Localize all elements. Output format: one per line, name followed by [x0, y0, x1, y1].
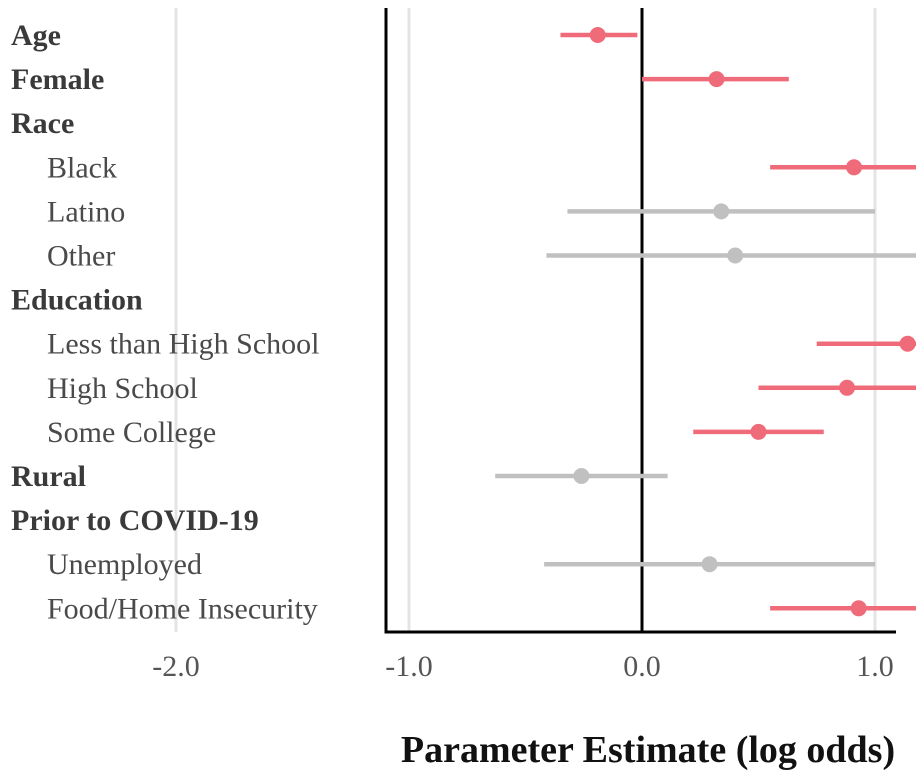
point-estimate	[899, 335, 916, 352]
point-estimate	[701, 556, 718, 573]
x-tick-label: 1.0	[856, 650, 894, 683]
row-label: Unemployed	[47, 548, 202, 581]
axes	[384, 8, 896, 634]
x-tick-label: 0.0	[623, 650, 661, 683]
point-estimate	[573, 468, 590, 484]
x-tick-label: -1.0	[385, 650, 433, 683]
x-axis-title: Parameter Estimate (log odds)	[401, 729, 895, 771]
point-estimate	[727, 247, 744, 264]
group-label: Rural	[11, 460, 86, 493]
row-label: Some College	[47, 416, 216, 449]
grid-lines	[174, 8, 877, 632]
x-tick-labels: -2.0-1.00.01.02.0	[152, 650, 894, 683]
point-estimate	[839, 379, 856, 396]
point-estimate	[708, 71, 725, 88]
row-label: Food/Home Insecurity	[47, 592, 318, 625]
point-estimate	[846, 159, 863, 176]
row-labels: Age Female Race Black Latino Other Education Le…	[11, 19, 319, 625]
x-tick-label: -2.0	[152, 650, 200, 683]
estimate-marks	[495, 27, 916, 617]
point-estimate	[850, 600, 867, 617]
group-label: Age	[11, 19, 61, 52]
point-estimate	[713, 203, 730, 220]
row-label: Black	[47, 151, 117, 184]
group-label: Female	[11, 63, 104, 96]
point-estimate	[750, 423, 767, 440]
group-label: Prior to COVID-19	[11, 504, 259, 537]
row-label: Other	[47, 240, 115, 273]
group-label: Education	[11, 284, 143, 317]
row-label: Less than High School	[47, 328, 319, 361]
point-estimate	[589, 27, 606, 43]
group-label: Race	[11, 107, 74, 140]
row-label: High School	[47, 372, 198, 405]
row-label: Latino	[47, 195, 125, 228]
